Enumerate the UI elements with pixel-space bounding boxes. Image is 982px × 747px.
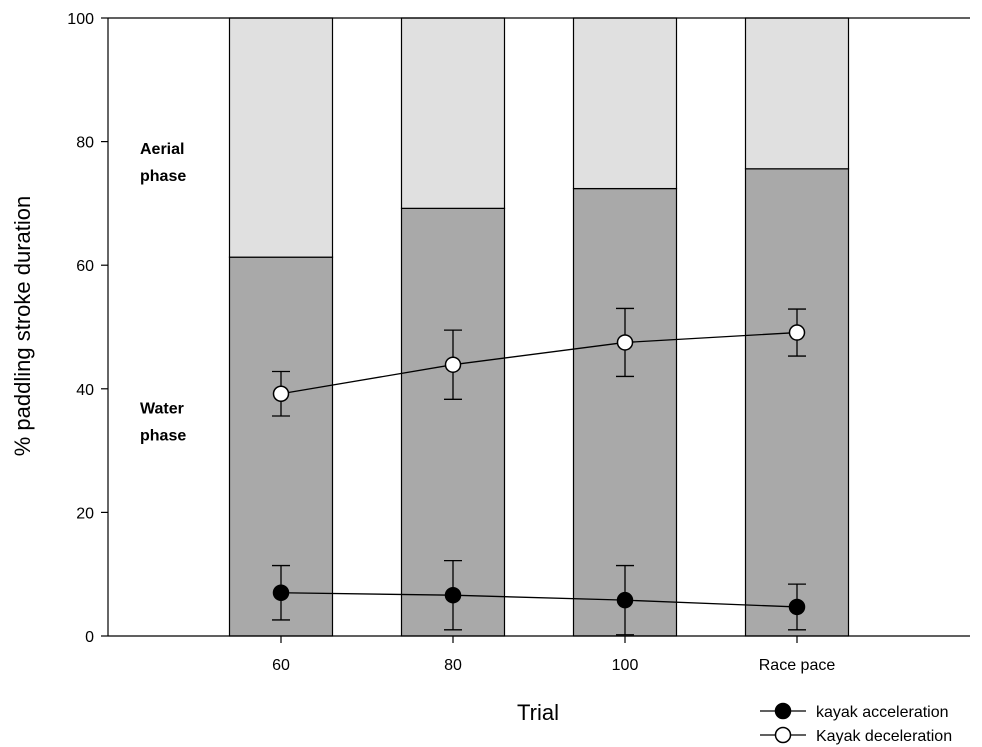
series-1-point-2 xyxy=(616,334,634,351)
series-line-0 xyxy=(280,592,798,608)
bar-segment-upper-1 xyxy=(400,17,506,209)
series-1-point-1 xyxy=(444,356,462,373)
y-tick-label: 100 xyxy=(67,11,94,28)
series-1-point-0 xyxy=(272,385,290,402)
y-tick-label: 60 xyxy=(76,258,94,275)
annotation-0-line-1: phase xyxy=(140,168,186,185)
annotation-1-line-1: phase xyxy=(140,428,186,445)
y-tick-label: 0 xyxy=(85,629,94,646)
x-axis-title: Trial xyxy=(517,700,559,725)
x-tick-label: 100 xyxy=(612,657,639,674)
bar-segment-upper-2 xyxy=(572,17,678,190)
bar-segment-upper-3 xyxy=(744,17,850,170)
annotations: Aerial phase Water phase xyxy=(140,141,186,445)
bar-segment-lower-3 xyxy=(744,168,850,637)
y-axis-title: % paddling stroke duration xyxy=(10,196,35,457)
series-1-point-3 xyxy=(788,324,806,341)
series-line-1 xyxy=(280,331,798,395)
y-tick-label: 80 xyxy=(76,135,94,152)
series-0-point-2 xyxy=(616,591,634,609)
x-tick-label: 60 xyxy=(272,657,290,674)
x-tick-label: 80 xyxy=(444,657,462,674)
bar-segment-upper-0 xyxy=(228,17,334,258)
y-tick-label: 40 xyxy=(76,382,94,399)
series-0-point-1 xyxy=(444,586,462,604)
x-tick-label: Race pace xyxy=(759,657,836,674)
annotation-0-line-0: Aerial xyxy=(140,141,184,158)
legend-marker-1 xyxy=(774,726,792,744)
legend-label-1: Kayak deceleration xyxy=(816,728,952,745)
legend: kayak acceleration Kayak deceleration xyxy=(760,702,952,745)
stacked-bars xyxy=(228,17,850,637)
legend-label-0: kayak acceleration xyxy=(816,704,949,721)
annotation-1-line-0: Water xyxy=(140,401,184,418)
series-0-point-0 xyxy=(272,584,290,601)
legend-marker-0 xyxy=(774,702,792,720)
axes: 0 20 40 60 80 100 60 80 100 Race pace xyxy=(67,11,970,674)
y-tick-label: 20 xyxy=(76,505,94,522)
series-lines xyxy=(272,307,806,636)
series-0-point-3 xyxy=(788,598,806,616)
